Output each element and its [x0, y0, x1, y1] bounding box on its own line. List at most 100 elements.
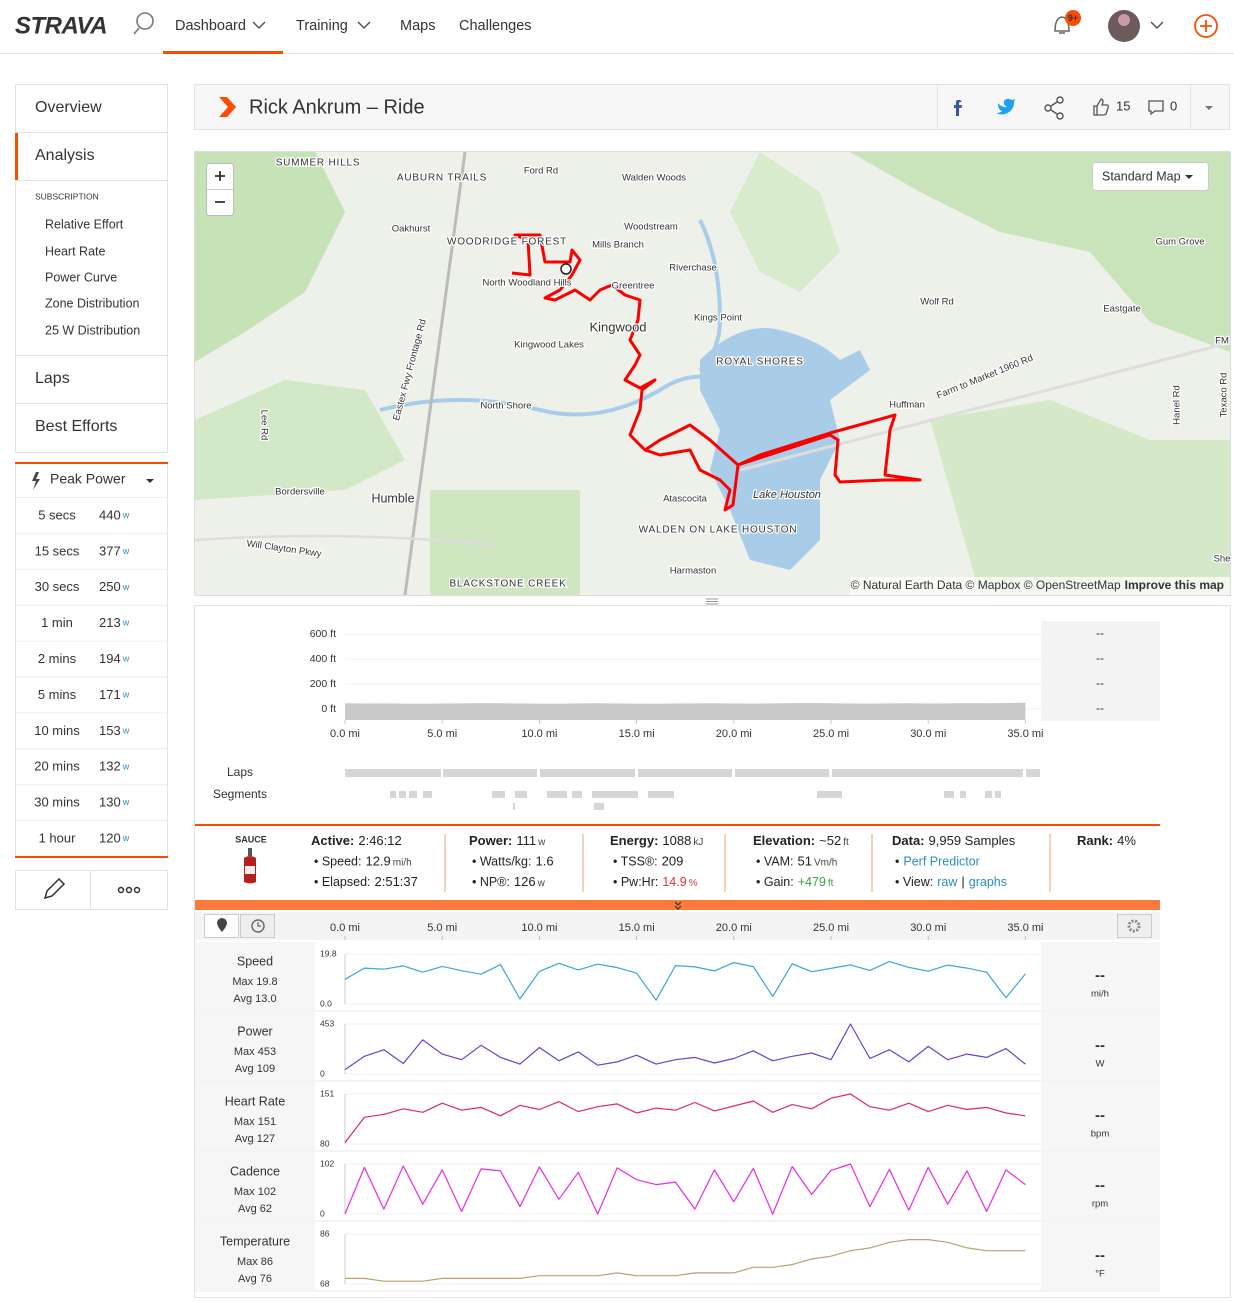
- search-icon[interactable]: [133, 12, 154, 35]
- segments-label: Segments: [213, 787, 267, 801]
- x-tick-label: 15.0 mi: [619, 728, 655, 740]
- effort-unit: w: [122, 726, 130, 736]
- map-label: Humble: [371, 491, 414, 505]
- edit-icon[interactable]: [43, 877, 66, 900]
- map-label: Gum Grove: [1155, 237, 1204, 248]
- stream-name: Heart Rate: [225, 1094, 285, 1108]
- stat-title: Energy:: [610, 833, 658, 848]
- comment-icon[interactable]: [1148, 100, 1164, 116]
- stat-unit: kJ: [693, 837, 703, 848]
- twitter-icon[interactable]: [996, 98, 1015, 115]
- map[interactable]: SUMMER HILLS AUBURN TRAILS Ford Rd Walden W…: [195, 152, 1234, 595]
- resize-handle[interactable]: [706, 598, 718, 605]
- stat-link[interactable]: Perf Predictor: [903, 855, 979, 869]
- kudos-icon[interactable]: [1093, 98, 1109, 116]
- stat-line: Power: 111 w: [469, 833, 546, 848]
- stream-stat: Avg 13.0: [233, 993, 276, 1005]
- stat-title: Active:: [311, 833, 354, 848]
- readout: --: [1096, 701, 1104, 715]
- readout: --: [1096, 626, 1104, 640]
- stat-label: • Elapsed:: [314, 875, 371, 889]
- effort-duration: 1 hour: [39, 831, 77, 846]
- segment-bar: [995, 791, 1001, 798]
- stream-readout-cell: [1041, 1012, 1160, 1080]
- facebook-icon[interactable]: [954, 100, 962, 116]
- nav-item[interactable]: Training: [296, 18, 348, 34]
- stat-line: • Elapsed: 2:51:37: [314, 874, 418, 889]
- nav-item[interactable]: Dashboard: [175, 18, 246, 34]
- menu-item[interactable]: Analysis: [35, 147, 95, 164]
- stat-unit: Vm/h: [814, 857, 837, 868]
- river: [379, 374, 721, 417]
- lap-bar: [540, 769, 635, 777]
- add-button[interactable]: [1194, 14, 1218, 38]
- y-tick-label: 200 ft: [310, 678, 336, 690]
- submenu-item[interactable]: Heart Rate: [45, 244, 105, 258]
- stream-stat: Max 19.8: [232, 976, 277, 988]
- stream-line: [344, 961, 1026, 1001]
- improve-map-link[interactable]: Improve this map: [1125, 578, 1224, 592]
- zoom-in[interactable]: [215, 171, 225, 181]
- segment-bar: [547, 791, 567, 798]
- stream-stat: Avg 62: [238, 1203, 272, 1215]
- stat-line: • NP®: 126 w: [472, 874, 546, 889]
- segment-bar: [423, 791, 432, 798]
- effort-unit: w: [122, 546, 130, 556]
- submenu-item[interactable]: Zone Distribution: [45, 296, 140, 310]
- effort-value: 194 w: [99, 651, 130, 666]
- effort-unit: w: [122, 654, 130, 664]
- menu-item[interactable]: Best Efforts: [35, 418, 117, 435]
- lap-bar: [1026, 769, 1040, 777]
- nav-item[interactable]: Maps: [400, 18, 435, 34]
- section-label: SUBSCRIPTION: [35, 191, 99, 201]
- stream-stat: Avg 76: [238, 1273, 272, 1285]
- stream-y-tick: 19.8: [320, 948, 337, 958]
- map-label: Texaco Rd: [1219, 373, 1230, 418]
- effort-value: 377 w: [99, 543, 130, 558]
- map-label: She: [1214, 554, 1231, 565]
- map-style-button[interactable]: [1092, 162, 1209, 191]
- submenu-item[interactable]: 25 W Distribution: [45, 323, 140, 337]
- stream-row: [195, 1222, 1160, 1290]
- map-label: Walden Woods: [622, 173, 686, 184]
- submenu-item[interactable]: Power Curve: [45, 270, 117, 284]
- stat-title: Power:: [469, 833, 512, 848]
- stream-line: [345, 1239, 1026, 1282]
- panel-bottom-accent: [15, 856, 168, 858]
- road: [403, 152, 467, 595]
- stream-stat: Max 86: [237, 1256, 273, 1268]
- edges: [1050, 101, 1058, 115]
- stream-y-tick: 0: [320, 1068, 325, 1078]
- segment-bar: [409, 791, 417, 798]
- effort-value: 440 w: [99, 507, 130, 522]
- stat-line: Rank: 4%: [1077, 833, 1136, 848]
- stat-value: 4%: [1117, 833, 1136, 848]
- stat-link[interactable]: raw: [937, 875, 958, 889]
- stat-line: • Gain: +479 ft: [756, 875, 834, 889]
- map-label: FM: [1215, 336, 1229, 347]
- stream-label-cell: [195, 1082, 315, 1150]
- comment-count: 0: [1170, 98, 1177, 113]
- active-tab-underline: [163, 51, 283, 54]
- submenu-item[interactable]: Relative Effort: [45, 217, 124, 231]
- more-icon[interactable]: [117, 886, 141, 894]
- stat-link[interactable]: graphs: [969, 875, 1007, 889]
- bell-icon[interactable]: [1054, 16, 1070, 34]
- nav-item[interactable]: Challenges: [459, 18, 532, 34]
- stream-x-tick-label: 0.0 mi: [330, 922, 360, 934]
- segment-bar: [985, 791, 992, 798]
- map-label: Kingwood: [589, 319, 646, 334]
- map-style-label: Standard Map: [1102, 169, 1181, 183]
- stream-y-tick: 68: [320, 1278, 330, 1288]
- stream-x-tick-label: 25.0 mi: [813, 922, 849, 934]
- lap-bar: [443, 769, 537, 777]
- stream-readout: --: [1095, 1107, 1105, 1124]
- dropdown-caret[interactable]: [1205, 106, 1213, 110]
- menu-item[interactable]: Laps: [35, 370, 70, 387]
- share-icon[interactable]: [1044, 96, 1064, 120]
- menu-item[interactable]: Overview: [35, 99, 102, 116]
- dropdown-caret[interactable]: [146, 479, 154, 483]
- settings-button[interactable]: [1117, 914, 1152, 938]
- stream-unit: rpm: [1092, 1199, 1108, 1210]
